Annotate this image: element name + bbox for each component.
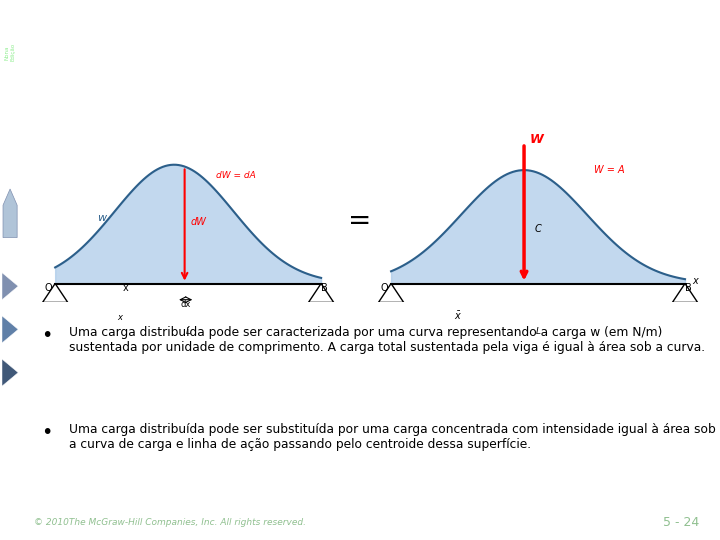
Text: Nona
Edição: Nona Edição: [4, 43, 16, 62]
Text: Graw: Graw: [3, 521, 17, 525]
Text: x: x: [117, 313, 122, 322]
Text: Mecânica Vetorial para Engenheiros: Estática: Mecânica Vetorial para Engenheiros: Está…: [34, 22, 675, 48]
Text: 5 - 24: 5 - 24: [662, 516, 699, 529]
Text: C: C: [534, 224, 541, 234]
Text: Cargas Distribuídas sobre Vigas: Cargas Distribuídas sobre Vigas: [34, 82, 384, 102]
Polygon shape: [3, 189, 17, 238]
Text: dW = dA: dW = dA: [216, 171, 256, 180]
Text: W = A: W = A: [594, 165, 625, 175]
Text: B: B: [685, 282, 692, 293]
Polygon shape: [2, 273, 18, 300]
Text: O: O: [45, 282, 52, 293]
Text: L: L: [186, 327, 191, 336]
Text: •: •: [41, 423, 53, 442]
Polygon shape: [2, 359, 18, 386]
Text: x: x: [692, 275, 698, 286]
Text: L: L: [536, 327, 541, 336]
Text: x: x: [122, 282, 128, 293]
Text: dx: dx: [181, 300, 192, 309]
Text: © 2010The McGraw-Hill Companies, Inc. All rights reserved.: © 2010The McGraw-Hill Companies, Inc. Al…: [34, 518, 306, 527]
Text: •: •: [41, 326, 53, 345]
Text: W: W: [530, 133, 544, 146]
Text: O: O: [380, 282, 388, 293]
Polygon shape: [2, 316, 18, 343]
Text: Uma carga distribuída pode ser caracterizada por uma curva representando a carga: Uma carga distribuída pode ser caracteri…: [69, 326, 705, 354]
Text: Mc: Mc: [6, 511, 14, 516]
Text: dW: dW: [190, 217, 206, 227]
Text: Uma carga distribuída pode ser substituída por uma carga concentrada com intensi: Uma carga distribuída pode ser substituí…: [69, 423, 716, 451]
Text: B: B: [321, 282, 328, 293]
Text: =: =: [348, 207, 372, 235]
Text: Hill: Hill: [6, 530, 14, 535]
Text: w: w: [97, 213, 107, 224]
Text: $\bar{x}$: $\bar{x}$: [454, 309, 462, 322]
